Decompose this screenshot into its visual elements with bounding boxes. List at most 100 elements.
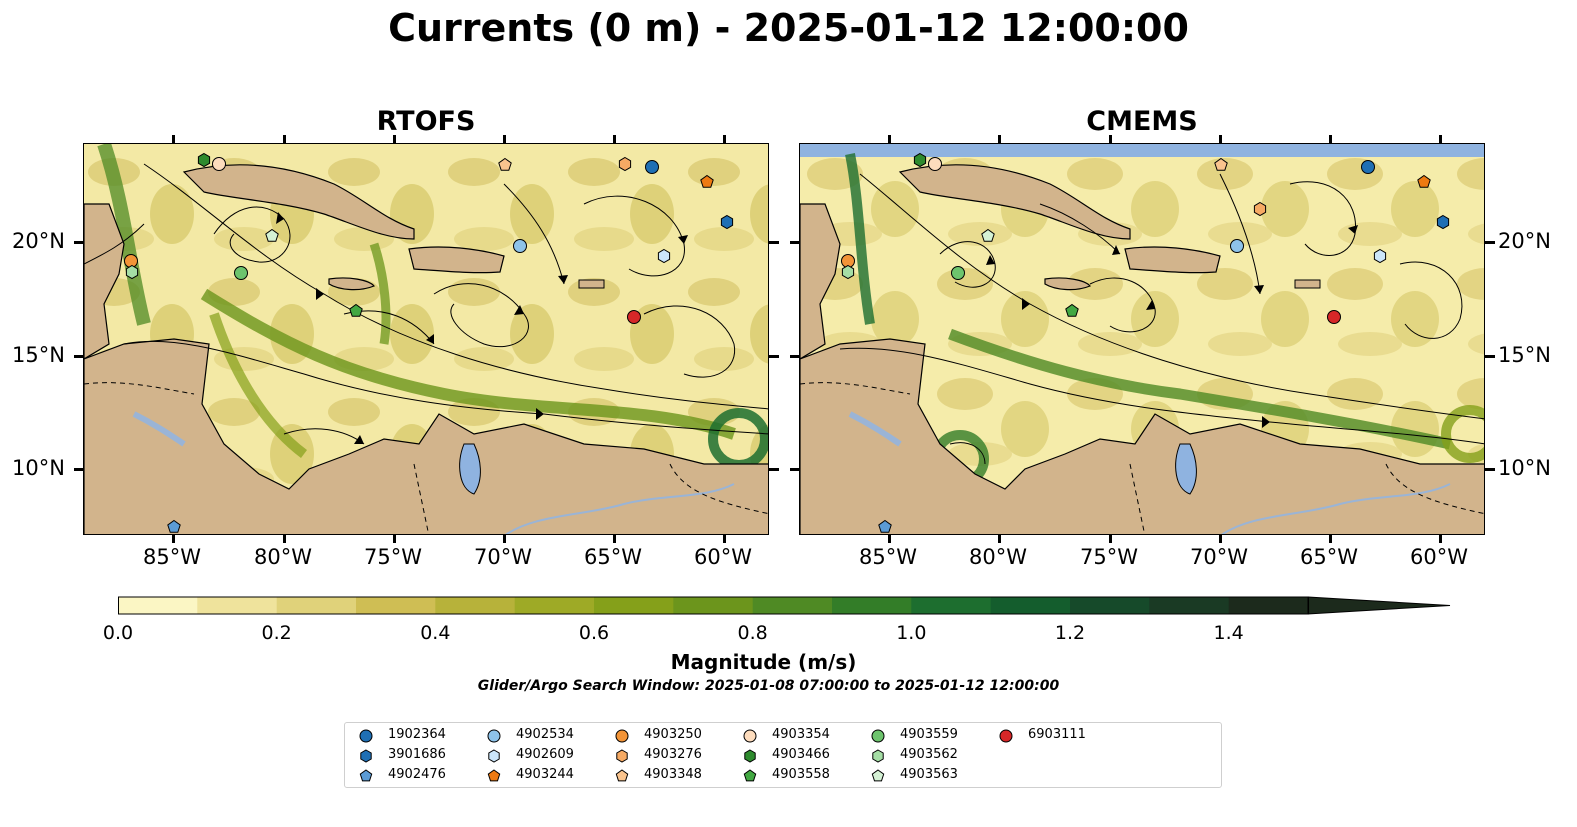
x-tick-mark: [1109, 534, 1112, 543]
legend-label: 6903111: [1028, 727, 1086, 742]
y-tick-mark: [1485, 468, 1495, 471]
float-marker-4903244[interactable]: [700, 174, 714, 188]
x-tick-mark: [998, 135, 1001, 144]
colorbar-segment: [276, 597, 357, 614]
float-marker-4903466[interactable]: [197, 152, 211, 168]
circle-marker-icon: [359, 729, 373, 743]
float-marker-4903562[interactable]: [125, 264, 139, 280]
x-tick-mark: [1329, 135, 1332, 144]
float-marker-4903348[interactable]: [498, 157, 512, 171]
x-tick-label: 60°W: [694, 545, 752, 569]
x-tick-mark: [998, 534, 1001, 543]
float-marker-4902534[interactable]: [1230, 239, 1244, 253]
float-marker-4903558[interactable]: [1065, 303, 1079, 317]
x-tick-label: 85°W: [143, 545, 201, 569]
float-marker-1902364[interactable]: [1361, 160, 1375, 174]
float-markers-rtofs: [124, 152, 734, 533]
float-marker-3901686[interactable]: [720, 214, 734, 230]
float-marker-4903559[interactable]: [951, 266, 965, 280]
x-tick-label: 85°W: [859, 545, 917, 569]
float-marker-6903111[interactable]: [1327, 310, 1341, 324]
x-tick-label: 65°W: [1300, 545, 1358, 569]
legend-label: 4902609: [516, 747, 574, 762]
float-marker-4902476[interactable]: [167, 519, 181, 533]
x-tick-mark: [393, 534, 396, 543]
colorbar-tick-label: 0.0: [102, 622, 134, 644]
float-marker-4903244[interactable]: [1417, 174, 1431, 188]
float-marker-4903276[interactable]: [1253, 201, 1267, 217]
hexagon-marker-icon: [616, 749, 628, 763]
float-marker-4903558[interactable]: [349, 303, 363, 317]
y-tick-mark: [74, 468, 84, 471]
x-tick-mark: [503, 534, 506, 543]
y-tick-mark: [769, 241, 779, 244]
x-tick-mark: [613, 534, 616, 543]
x-tick-label: 75°W: [1080, 545, 1138, 569]
colorbar-segment: [594, 597, 674, 614]
float-marker-4903562[interactable]: [841, 264, 855, 280]
float-marker-4903354[interactable]: [928, 157, 942, 171]
circle-marker-icon: [871, 729, 885, 743]
x-tick-mark: [283, 534, 286, 543]
float-marker-4902476[interactable]: [878, 519, 892, 533]
y-tick-mark: [769, 468, 779, 471]
x-tick-mark: [723, 135, 726, 144]
float-marker-4902534[interactable]: [513, 239, 527, 253]
legend-label: 4903558: [772, 767, 830, 782]
colorbar-tick-label: 0.4: [420, 622, 451, 644]
cmems-map[interactable]: [799, 143, 1485, 535]
legend-label: 4903348: [644, 767, 702, 782]
search-window-note: Glider/Argo Search Window: 2025-01-08 07…: [477, 678, 1060, 694]
float-marker-4903348[interactable]: [1214, 157, 1228, 171]
pentagon-marker-icon: [743, 769, 757, 782]
figure-title: Currents (0 m) - 2025-01-12 12:00:00: [388, 6, 1189, 50]
colorbar-segment: [514, 597, 595, 614]
y-tick-mark: [1485, 355, 1495, 358]
float-markers-cmems: [841, 152, 1450, 533]
pentagon-marker-icon: [359, 769, 373, 782]
y-tick-label-right: 15°N: [1498, 343, 1551, 367]
y-tick-mark: [74, 355, 84, 358]
float-marker-4902609[interactable]: [657, 248, 671, 264]
colorbar-segment: [1070, 597, 1150, 614]
y-tick-label-right: 10°N: [1498, 456, 1551, 480]
x-tick-mark: [503, 135, 506, 144]
legend-label: 4903276: [644, 747, 702, 762]
circle-marker-icon: [999, 729, 1013, 743]
colorbar-frame: [118, 596, 1309, 615]
float-marker-4903559[interactable]: [234, 266, 248, 280]
circle-marker-icon: [615, 729, 629, 743]
colorbar-label: Magnitude (m/s): [670, 650, 857, 674]
hexagon-marker-icon: [488, 749, 500, 763]
float-marker-4903276[interactable]: [618, 156, 632, 172]
legend-label: 4903562: [900, 747, 958, 762]
legend-label: 4903559: [900, 727, 958, 742]
panel-title-rtofs: RTOFS: [376, 106, 476, 137]
rtofs-map[interactable]: [83, 143, 769, 535]
y-tick-mark: [1485, 241, 1495, 244]
x-tick-mark: [888, 534, 891, 543]
float-marker-4903563[interactable]: [981, 228, 995, 242]
legend-label: 3901686: [388, 747, 446, 762]
pentagon-marker-icon: [487, 769, 501, 782]
float-marker-4902609[interactable]: [1373, 248, 1387, 264]
y-tick-mark: [790, 241, 800, 244]
colorbar-segment: [197, 597, 278, 614]
float-marker-1902364[interactable]: [645, 160, 659, 174]
float-marker-3901686[interactable]: [1436, 214, 1450, 230]
colorbar-segment: [118, 597, 198, 614]
pentagon-marker-icon: [871, 769, 885, 782]
cmems-map-canvas: [800, 144, 1484, 534]
float-legend: 1902364 3901686 4902476 4902534 4902609 49032…: [344, 722, 1222, 788]
float-marker-4903354[interactable]: [212, 157, 226, 171]
float-marker-4903466[interactable]: [913, 152, 927, 168]
x-tick-mark: [1219, 135, 1222, 144]
float-marker-4903563[interactable]: [265, 228, 279, 242]
y-tick-mark: [74, 241, 84, 244]
y-tick-mark: [790, 355, 800, 358]
legend-label: 4903354: [772, 727, 830, 742]
legend-label: 4902476: [388, 767, 446, 782]
colorbar-tick-label: 0.2: [261, 622, 292, 644]
float-marker-6903111[interactable]: [627, 310, 641, 324]
x-tick-mark: [1329, 534, 1332, 543]
